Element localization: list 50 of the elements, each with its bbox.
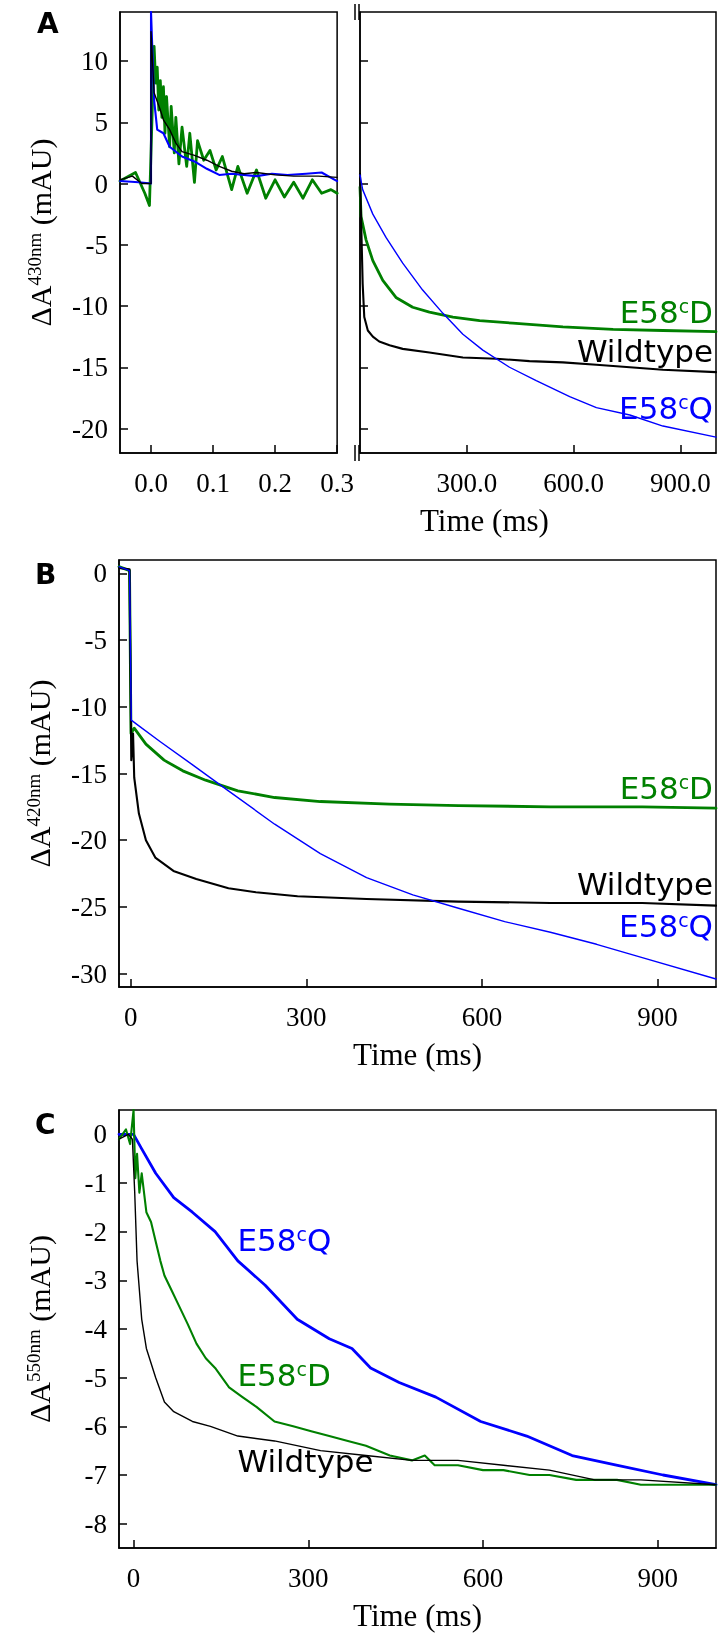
x-tick-label: 0.2 (258, 467, 292, 498)
y-tick-label: -8 (84, 1508, 107, 1539)
y-tick-label: -5 (85, 229, 108, 260)
y-axis-title: ΔA430nm (mAU) (24, 138, 58, 327)
y-axis-title: ΔA550nm (mAU) (23, 1235, 57, 1423)
chart-title: C (35, 1107, 56, 1141)
x-axis-title: Time (ms) (420, 503, 549, 538)
series-label: Wildtype (237, 1442, 374, 1479)
x-tick-label: 300 (286, 1001, 327, 1032)
x-axis-title: Time (ms) (353, 1598, 482, 1633)
y-tick-label: 0 (93, 558, 107, 589)
x-tick-label: 600 (461, 1001, 503, 1032)
y-tick-label: -15 (72, 352, 108, 383)
x-tick-label: 0.3 (320, 467, 354, 498)
y-tick-label: -10 (71, 691, 107, 722)
chart-title: B (35, 557, 57, 591)
x-tick-label: 0 (126, 1562, 141, 1593)
x-tick-label: 900 (637, 1562, 679, 1593)
x-tick-label: 0.0 (134, 467, 168, 498)
y-tick-label: -2 (84, 1216, 107, 1247)
x-axis-title: Time (ms) (353, 1037, 482, 1072)
y-tick-label: 10 (81, 46, 108, 76)
y-tick-label: -10 (72, 291, 108, 321)
y-tick-label: -5 (84, 1362, 107, 1393)
y-tick-label: -30 (71, 958, 107, 989)
x-tick-label: 300 (288, 1562, 329, 1593)
y-tick-label: -5 (84, 625, 107, 656)
y-tick-label: -6 (84, 1411, 107, 1442)
x-tick-label: 300.0 (436, 467, 498, 498)
x-tick-label: 600 (462, 1562, 504, 1593)
y-tick-label: 0 (93, 1119, 107, 1150)
x-tick-label: 0 (123, 1001, 138, 1032)
x-tick-label: 900.0 (650, 467, 711, 498)
y-tick-label: -20 (71, 825, 107, 856)
y-tick-label: -25 (71, 891, 107, 922)
series-label: Wildtype (576, 866, 713, 903)
chart-title: A (37, 6, 59, 40)
y-tick-label: 5 (94, 107, 108, 138)
y-tick-label: -15 (71, 758, 107, 789)
x-tick-label: 600.0 (543, 467, 604, 498)
y-tick-label: -1 (84, 1168, 107, 1198)
y-axis-title: ΔA420nm (mAU) (23, 679, 57, 868)
y-tick-label: 0 (94, 168, 108, 199)
y-tick-label: -4 (84, 1314, 108, 1344)
y-tick-label: -3 (84, 1265, 107, 1296)
x-tick-label: 0.1 (196, 467, 230, 498)
series-label: Wildtype (576, 333, 713, 370)
y-tick-label: -7 (84, 1460, 107, 1490)
y-tick-label: -20 (72, 413, 108, 444)
x-tick-label: 900 (637, 1001, 678, 1032)
